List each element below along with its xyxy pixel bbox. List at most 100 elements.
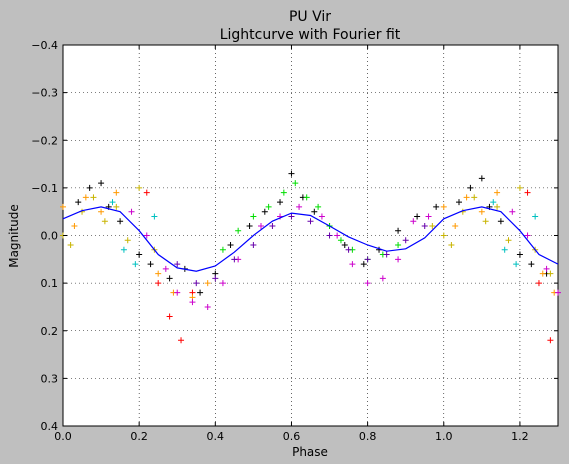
data-point [349, 261, 356, 268]
data-point [326, 232, 333, 239]
data-point [497, 218, 504, 225]
x-tick-label: 0.8 [359, 430, 377, 443]
data-point [524, 232, 531, 239]
data-point [516, 251, 523, 258]
data-point [280, 189, 287, 196]
data-point [539, 270, 546, 277]
data-point [307, 218, 314, 225]
data-point [178, 337, 185, 344]
data-point [395, 242, 402, 249]
data-point [174, 289, 181, 296]
data-point [265, 203, 272, 210]
x-tick-label: 0.4 [207, 430, 225, 443]
data-point [547, 337, 554, 344]
data-point [132, 261, 139, 268]
data-point [478, 208, 485, 215]
y-axis-ticks: −0.4 −0.3 −0.2 −0.1 0.0 0.1 0.2 0.3 0.4 [31, 39, 558, 433]
data-point [71, 222, 78, 229]
data-point [318, 213, 325, 220]
y-tick-label: 0.1 [41, 277, 59, 290]
data-point [334, 232, 341, 239]
y-tick-label: −0.4 [31, 39, 58, 52]
data-point [212, 275, 219, 282]
data-point [509, 208, 516, 215]
data-point [421, 222, 428, 229]
data-point [303, 194, 310, 201]
data-point [197, 289, 204, 296]
data-point [345, 246, 352, 253]
data-point [162, 265, 169, 272]
fourier-fit-line [62, 206, 559, 272]
data-point [494, 203, 501, 210]
y-tick-label: 0.4 [41, 420, 59, 433]
data-point [364, 280, 371, 287]
x-tick-label: 1.2 [511, 430, 529, 443]
data-point [269, 222, 276, 229]
data-point [231, 256, 238, 263]
data-point [337, 237, 344, 244]
data-point [288, 170, 295, 177]
x-tick-label: 0.0 [54, 430, 72, 443]
data-point [448, 242, 455, 249]
y-tick-label: −0.3 [31, 87, 58, 100]
data-point [86, 184, 93, 191]
data-point [147, 261, 154, 268]
data-point [60, 203, 66, 210]
data-point [174, 261, 181, 268]
data-point [219, 246, 226, 253]
grid-lines [63, 45, 558, 426]
data-point [166, 275, 173, 282]
data-point [414, 213, 421, 220]
data-point [513, 261, 520, 268]
data-point [155, 280, 162, 287]
data-point [204, 303, 211, 310]
data-point [204, 280, 211, 287]
data-point [120, 246, 127, 253]
data-point [379, 275, 386, 282]
data-point [341, 242, 348, 249]
data-point [440, 232, 447, 239]
y-tick-label: 0.0 [41, 230, 59, 243]
data-point [463, 194, 470, 201]
data-point [155, 270, 162, 277]
chart-subtitle: Lightcurve with Fourier fit [220, 27, 401, 43]
data-point [143, 232, 150, 239]
data-point [277, 199, 284, 206]
data-point [292, 180, 299, 187]
data-point [402, 237, 409, 244]
data-point [219, 280, 226, 287]
data-point [288, 213, 295, 220]
data-point [364, 256, 371, 263]
x-axis-label: Phase [292, 445, 328, 459]
y-tick-label: −0.2 [31, 134, 58, 147]
data-point [494, 189, 501, 196]
y-axis-label: Magnitude [7, 204, 21, 268]
data-point [113, 189, 120, 196]
data-point [528, 261, 535, 268]
data-point [250, 242, 257, 249]
data-point [478, 175, 485, 182]
data-point [395, 256, 402, 263]
data-point [98, 208, 105, 215]
data-point [98, 180, 105, 187]
data-point [235, 227, 242, 234]
data-point [246, 222, 253, 229]
data-point [261, 208, 268, 215]
data-point [429, 222, 436, 229]
data-point [311, 208, 318, 215]
data-point [128, 208, 135, 215]
data-point [505, 237, 512, 244]
data-point [151, 213, 158, 220]
data-point [467, 184, 474, 191]
data-point [555, 289, 561, 296]
x-axis-ticks: 0.0 0.2 0.4 0.6 0.8 1.0 1.2 [54, 45, 529, 443]
data-point [547, 270, 554, 277]
data-point [524, 189, 531, 196]
data-point [101, 218, 108, 225]
data-point [471, 194, 478, 201]
data-point [490, 199, 497, 206]
data-point [124, 237, 131, 244]
data-point [482, 218, 489, 225]
data-point [532, 213, 539, 220]
